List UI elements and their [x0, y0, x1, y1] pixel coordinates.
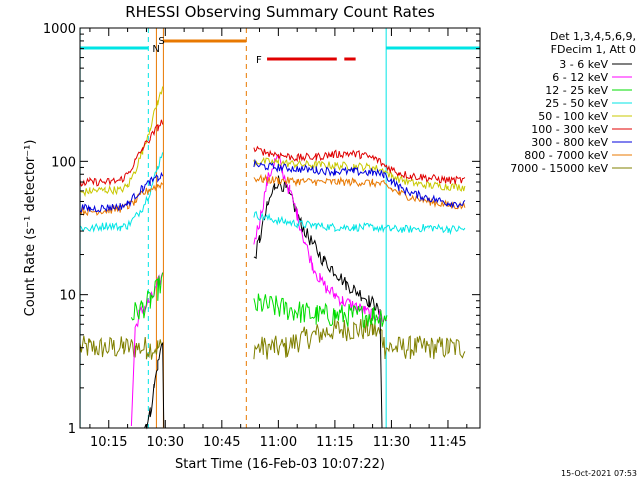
- legend-label: 12 - 25 keV: [545, 84, 608, 97]
- series-line-25-50keV: [79, 152, 466, 236]
- legend-label: 50 - 100 keV: [538, 110, 608, 123]
- y-tick-label: 1: [68, 422, 76, 437]
- series-layer: [79, 86, 466, 430]
- legend-label: 25 - 50 keV: [545, 97, 608, 110]
- legend-label: 3 - 6 keV: [559, 58, 608, 71]
- flag-markers: NS F: [80, 36, 480, 66]
- legend-label: 7000 - 15000 keV: [510, 162, 608, 175]
- x-tick-label: 10:30: [147, 435, 184, 450]
- x-tick-label: 11:00: [260, 435, 297, 450]
- plot-frame: [79, 27, 481, 429]
- x-tick-label: 10:45: [203, 435, 240, 450]
- series-line-3-6keV: [144, 175, 383, 430]
- legend-label: 6 - 12 keV: [552, 71, 608, 84]
- series-line-300-800keV: [79, 158, 466, 213]
- y-ticks: 1 10 100 1000: [43, 22, 480, 437]
- legend-header-line-1: Det 1,3,4,5,6,9,: [550, 30, 636, 43]
- x-tick-label: 11:15: [316, 435, 353, 450]
- flare-flag-label: F: [256, 55, 262, 66]
- timestamp: 15-Oct-2021 07:53: [561, 469, 637, 478]
- y-tick-label: 10: [59, 289, 76, 304]
- series-line-50-100keV: [79, 86, 466, 198]
- x-tick-label: 11:45: [429, 435, 466, 450]
- x-tick-label: 11:30: [373, 435, 410, 450]
- series-line-100-300keV: [79, 119, 466, 187]
- series-line-12-25keV: [130, 272, 388, 328]
- chart-title: RHESSI Observing Summary Count Rates: [125, 3, 435, 21]
- legend-label: 100 - 300 keV: [531, 123, 608, 136]
- x-tick-label: 10:15: [90, 435, 127, 450]
- legend-header-line-2: FDecim 1, Att 0: [551, 43, 636, 56]
- series-line-7000-15000keV: [79, 317, 466, 360]
- y-tick-label: 100: [51, 155, 76, 170]
- legend-label: 300 - 800 keV: [531, 136, 608, 149]
- y-axis-label: Count Rate (s⁻¹ detector⁻¹): [23, 140, 38, 317]
- x-ticks: 10:15 10:30 10:45 11:00 11:15 11:30 11:45: [89, 28, 468, 450]
- x-axis-label: Start Time (16-Feb-03 10:07:22): [175, 457, 385, 472]
- saa-flag-label: S: [158, 36, 164, 47]
- y-tick-label: 1000: [43, 22, 76, 37]
- night-flag-label: N: [152, 44, 159, 55]
- legend-label: 800 - 7000 keV: [524, 149, 608, 162]
